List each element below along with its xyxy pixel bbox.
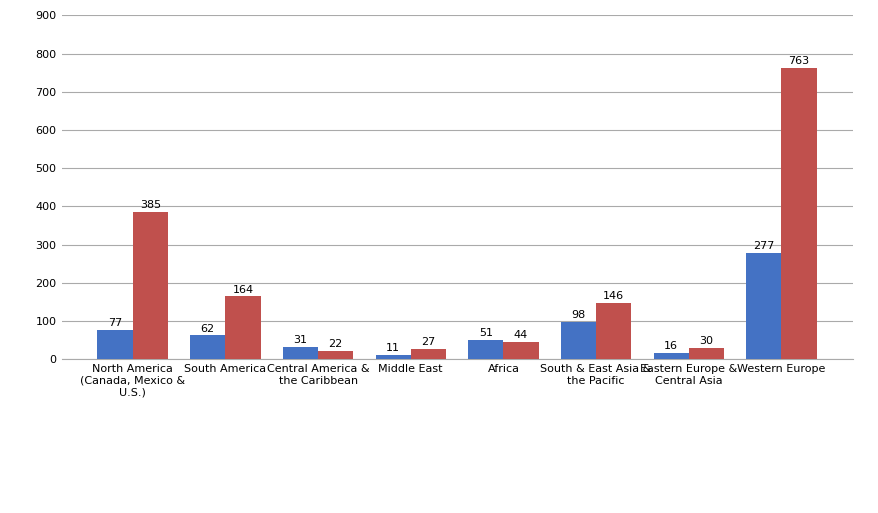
Text: 763: 763 — [788, 56, 809, 66]
Text: 385: 385 — [140, 200, 161, 210]
Bar — [560, 322, 595, 359]
Bar — [595, 303, 630, 359]
Bar — [468, 340, 503, 359]
Bar — [503, 342, 538, 359]
Bar — [97, 330, 133, 359]
Text: 22: 22 — [328, 339, 342, 349]
Text: 44: 44 — [514, 330, 528, 341]
Bar — [318, 351, 353, 359]
Text: 31: 31 — [293, 336, 307, 345]
Text: 16: 16 — [664, 341, 678, 351]
Text: 164: 164 — [232, 285, 253, 294]
Bar — [283, 347, 318, 359]
Bar — [410, 349, 445, 359]
Text: 11: 11 — [385, 343, 399, 353]
Text: 62: 62 — [200, 324, 214, 333]
Text: 51: 51 — [479, 328, 493, 338]
Bar — [745, 253, 781, 359]
Text: 27: 27 — [421, 337, 435, 347]
Text: 30: 30 — [699, 336, 713, 346]
Bar — [781, 68, 816, 359]
Bar — [225, 297, 260, 359]
Text: 146: 146 — [602, 291, 623, 302]
Text: 277: 277 — [752, 242, 774, 251]
Text: 77: 77 — [108, 318, 122, 328]
Bar — [190, 336, 225, 359]
Bar — [653, 353, 688, 359]
Text: 98: 98 — [571, 310, 585, 320]
Bar — [688, 348, 723, 359]
Bar — [133, 212, 168, 359]
Bar — [375, 355, 410, 359]
